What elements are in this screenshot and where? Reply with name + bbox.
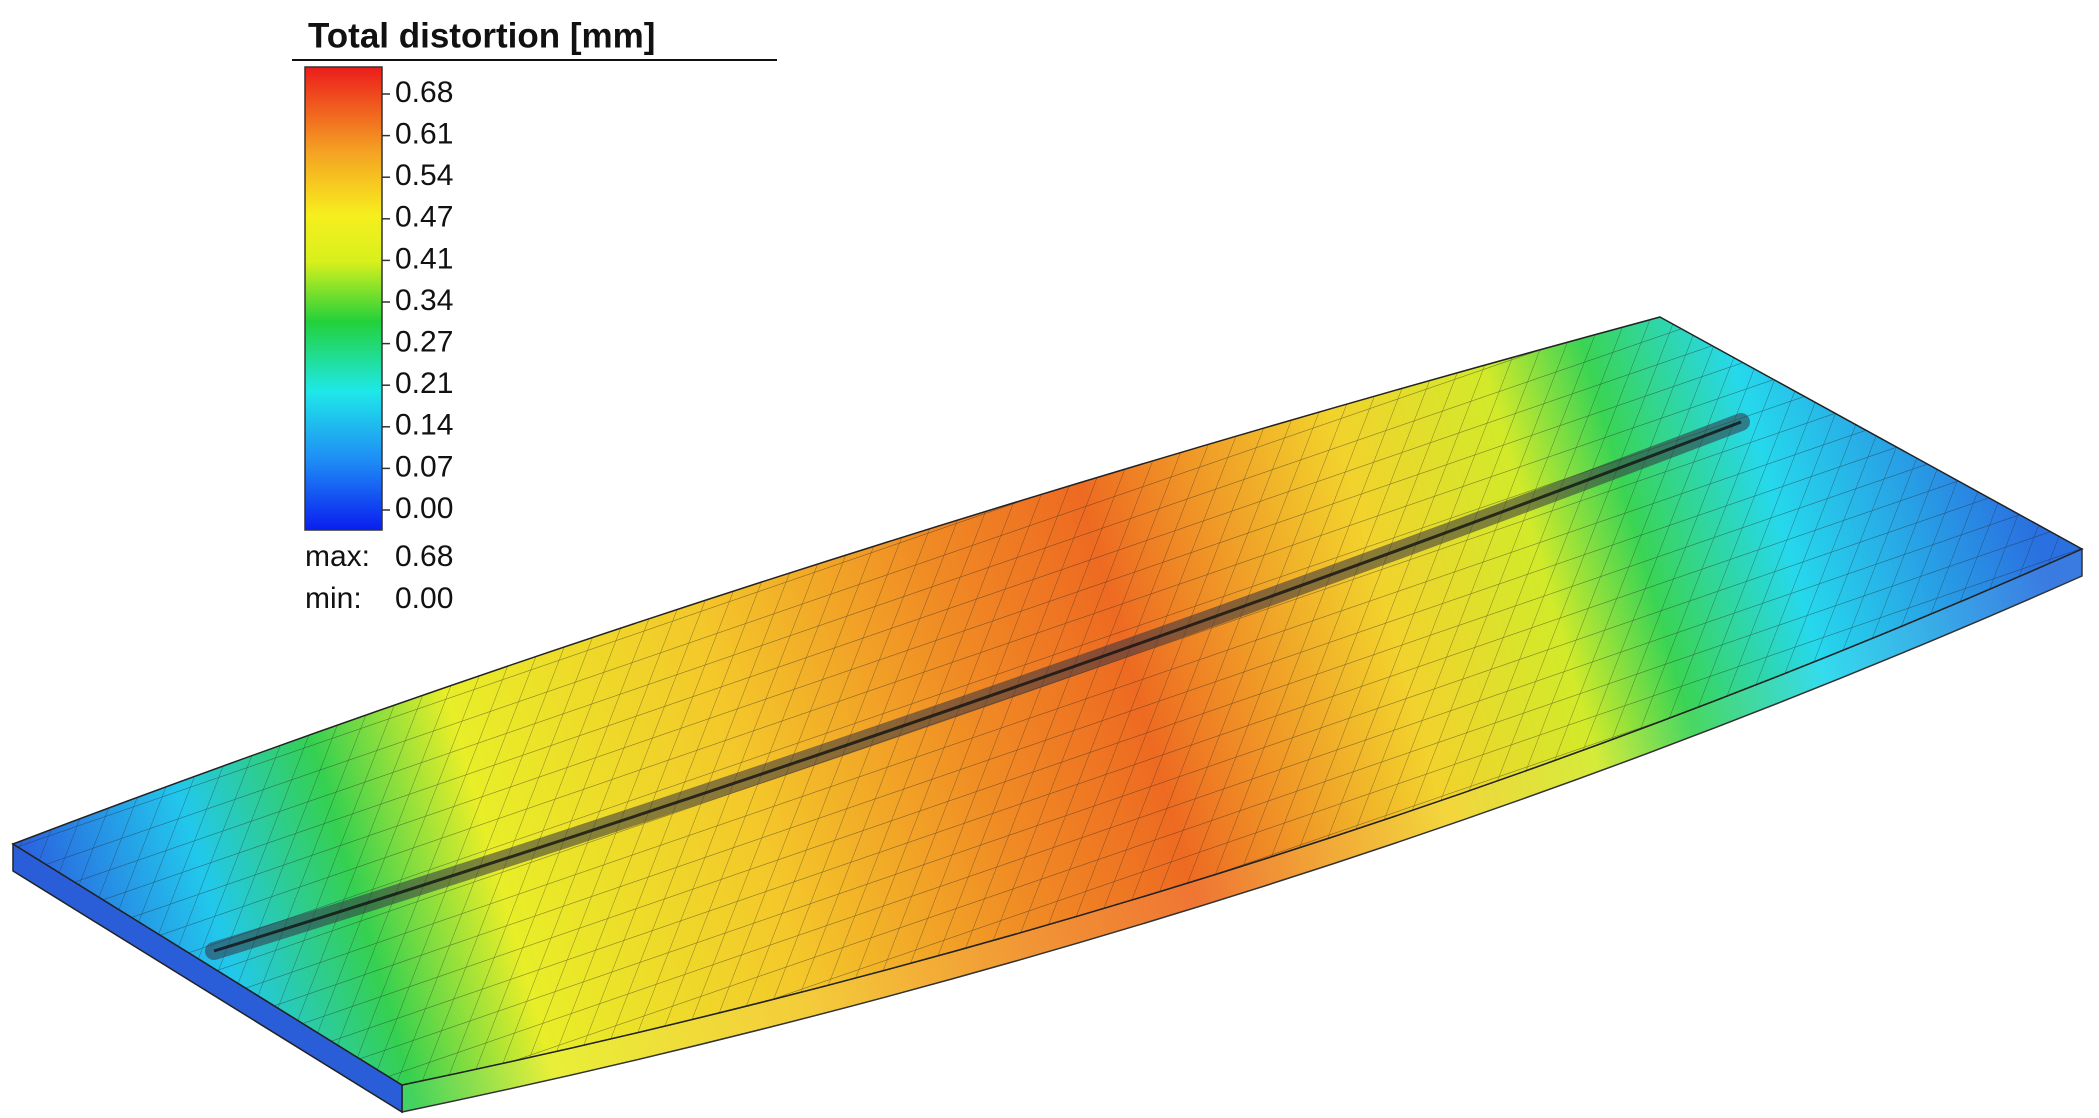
mesh <box>13 317 2082 1085</box>
tick-label: 0.47 <box>395 201 453 234</box>
max-label: max: <box>305 540 370 573</box>
color-bar <box>304 66 383 531</box>
tick-label: 0.54 <box>395 159 453 192</box>
tick-label: 0.27 <box>395 326 453 359</box>
min-label: min: <box>305 582 362 615</box>
tick-label: 0.00 <box>395 492 453 525</box>
tick-label: 0.61 <box>395 118 453 151</box>
max-value: 0.68 <box>395 540 453 573</box>
legend: Total distortion [mm] 0.680.610.540.470.… <box>292 16 777 615</box>
tick-label: 0.07 <box>395 450 453 483</box>
tick-label: 0.41 <box>395 242 453 275</box>
tick-label: 0.21 <box>395 367 453 400</box>
tick-label: 0.34 <box>395 284 453 317</box>
min-value: 0.00 <box>395 582 453 615</box>
tick-label: 0.14 <box>395 409 453 442</box>
tick-label: 0.68 <box>395 76 453 109</box>
legend-title: Total distortion [mm] <box>308 16 655 55</box>
plate-model <box>11 316 2084 1114</box>
tick-labels: 0.68 0.61 0.54 0.47 0.41 0.34 0.27 0.21 0.14 0.07… <box>382 76 453 525</box>
weld-line <box>213 420 1742 953</box>
